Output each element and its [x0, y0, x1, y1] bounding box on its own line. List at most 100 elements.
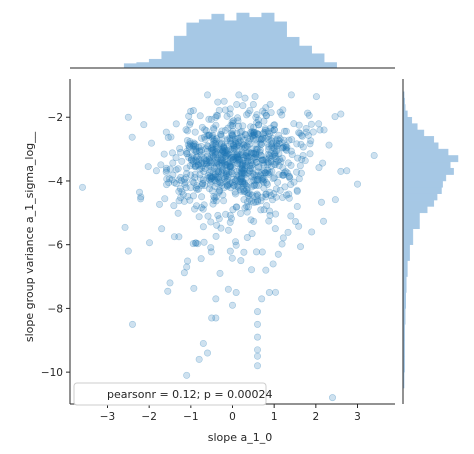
scatter-point	[252, 198, 260, 206]
scatter-point	[209, 152, 217, 160]
scatter-point	[194, 161, 202, 169]
scatter-point	[237, 257, 245, 265]
scatter-point	[238, 165, 246, 173]
scatter-point	[220, 174, 228, 182]
scatter-point	[307, 137, 315, 145]
scatter-point	[272, 155, 280, 163]
scatter-point	[264, 169, 272, 177]
scatter-point	[164, 134, 172, 142]
scatter-point	[212, 314, 220, 322]
y-hist-bar	[402, 174, 447, 182]
scatter-point	[254, 198, 262, 206]
scatter-point	[234, 117, 242, 125]
scatter-point	[232, 238, 240, 246]
scatter-point	[288, 151, 296, 159]
scatter-point	[204, 142, 212, 150]
scatter-point	[242, 152, 250, 160]
scatter-point	[250, 128, 258, 136]
scatter-point	[204, 142, 212, 150]
scatter-point	[210, 146, 218, 154]
scatter-point	[214, 168, 222, 176]
scatter-point	[250, 131, 258, 139]
scatter-point	[246, 190, 254, 198]
scatter-point	[231, 177, 239, 185]
scatter-point	[233, 150, 241, 158]
x-hist-bar	[248, 17, 262, 69]
scatter-point	[121, 223, 129, 231]
scatter-point	[259, 107, 267, 115]
scatter-point	[240, 248, 248, 256]
scatter-point	[258, 169, 266, 177]
scatter-point	[295, 129, 303, 137]
scatter-point	[240, 169, 248, 177]
scatter-point	[191, 239, 199, 247]
scatter-point	[269, 260, 277, 268]
scatter-point	[248, 177, 256, 185]
scatter-point	[226, 134, 234, 142]
scatter-point	[297, 169, 305, 177]
scatter-point	[208, 135, 216, 143]
scatter-point	[162, 166, 170, 174]
scatter-point	[343, 167, 351, 175]
scatter-point	[266, 207, 274, 215]
scatter-point	[241, 94, 249, 102]
scatter-point	[216, 269, 224, 277]
scatter-point	[302, 124, 310, 132]
scatter-point	[258, 136, 266, 144]
scatter-point	[253, 190, 261, 198]
scatter-point	[194, 160, 202, 168]
scatter-point	[296, 162, 304, 170]
scatter-point	[250, 128, 258, 136]
scatter-point	[276, 155, 284, 163]
scatter-point	[244, 134, 252, 142]
scatter-point	[290, 178, 298, 186]
scatter-point	[218, 159, 226, 167]
scatter-point	[165, 179, 173, 187]
scatter-point	[287, 147, 295, 155]
scatter-point	[262, 193, 270, 201]
y-hist-bar	[402, 193, 438, 201]
scatter-point	[209, 173, 217, 181]
scatter-point	[195, 213, 203, 221]
scatter-point	[204, 131, 212, 139]
scatter-point	[250, 150, 258, 158]
scatter-point	[245, 203, 253, 211]
scatter-point	[211, 194, 219, 202]
scatter-point	[229, 140, 237, 148]
scatter-point	[279, 106, 287, 114]
scatter-point	[271, 144, 279, 152]
scatter-point	[212, 295, 220, 303]
scatter-point	[170, 202, 178, 210]
scatter-point	[244, 109, 252, 117]
scatter-point	[230, 142, 238, 150]
scatter-point	[270, 150, 278, 158]
scatter-point	[241, 152, 249, 160]
scatter-point	[205, 162, 213, 170]
scatter-point	[231, 188, 239, 196]
scatter-point	[262, 190, 270, 198]
scatter-point	[238, 128, 246, 136]
scatter-point	[280, 171, 288, 179]
scatter-point	[220, 144, 228, 152]
scatter-point	[212, 144, 220, 152]
scatter-point	[201, 135, 209, 143]
scatter-point	[208, 133, 216, 141]
scatter-point	[264, 140, 272, 148]
scatter-point	[266, 130, 274, 138]
scatter-point	[233, 182, 241, 190]
scatter-point	[246, 107, 254, 115]
x-hist-bar	[161, 51, 175, 69]
scatter-point	[237, 168, 245, 176]
scatter-point	[233, 156, 241, 164]
scatter-point	[267, 158, 275, 166]
scatter-point	[273, 142, 281, 150]
scatter-point	[254, 145, 262, 153]
scatter-point	[162, 168, 170, 176]
scatter-point	[272, 158, 280, 166]
scatter-point	[239, 169, 247, 177]
scatter-point	[277, 158, 285, 166]
scatter-point	[269, 175, 277, 183]
scatter-point	[253, 129, 261, 137]
scatter-point	[254, 130, 262, 138]
scatter-point	[198, 164, 206, 172]
